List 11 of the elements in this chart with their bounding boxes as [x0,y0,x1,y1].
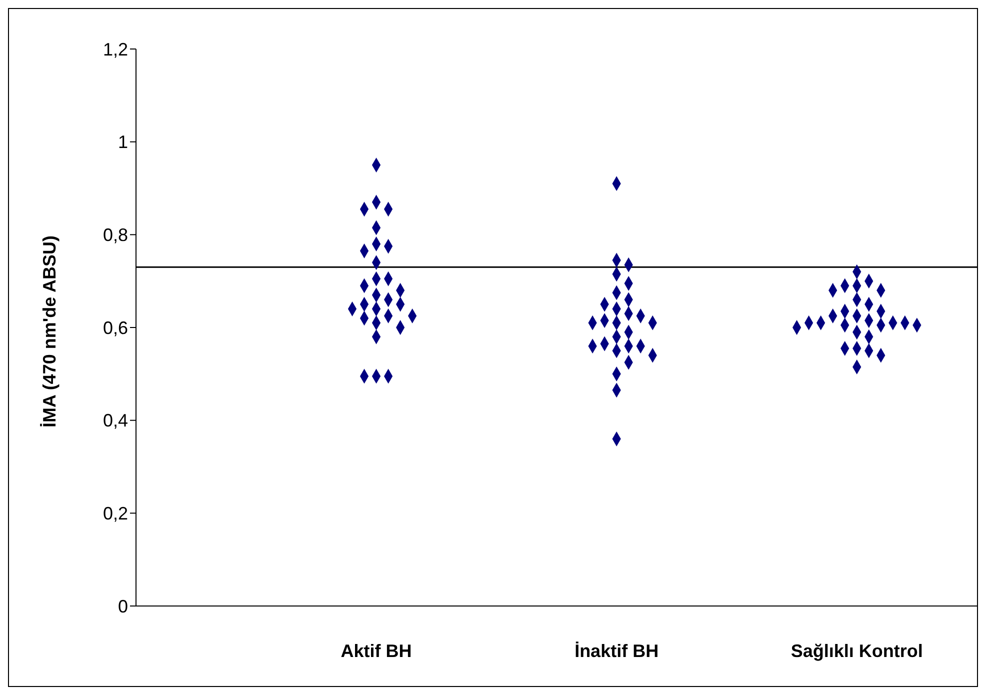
y-tick-label: 0,6 [102,318,128,338]
x-tick-label: İnaktif BH [574,640,659,661]
x-tick-label: Aktif BH [340,640,412,661]
x-tick-label: Sağlıklı Kontrol [790,640,923,661]
y-tick-label: 0,4 [102,410,128,431]
y-tick-label: 0 [118,596,128,616]
y-tick-label: 1 [118,132,128,152]
y-axis-title: İMA (470 nm'de ABSU) [39,236,60,428]
y-tick-label: 0,2 [102,504,128,524]
y-tick-label: 0,8 [102,225,128,246]
y-tick-label: 1,2 [102,39,128,60]
